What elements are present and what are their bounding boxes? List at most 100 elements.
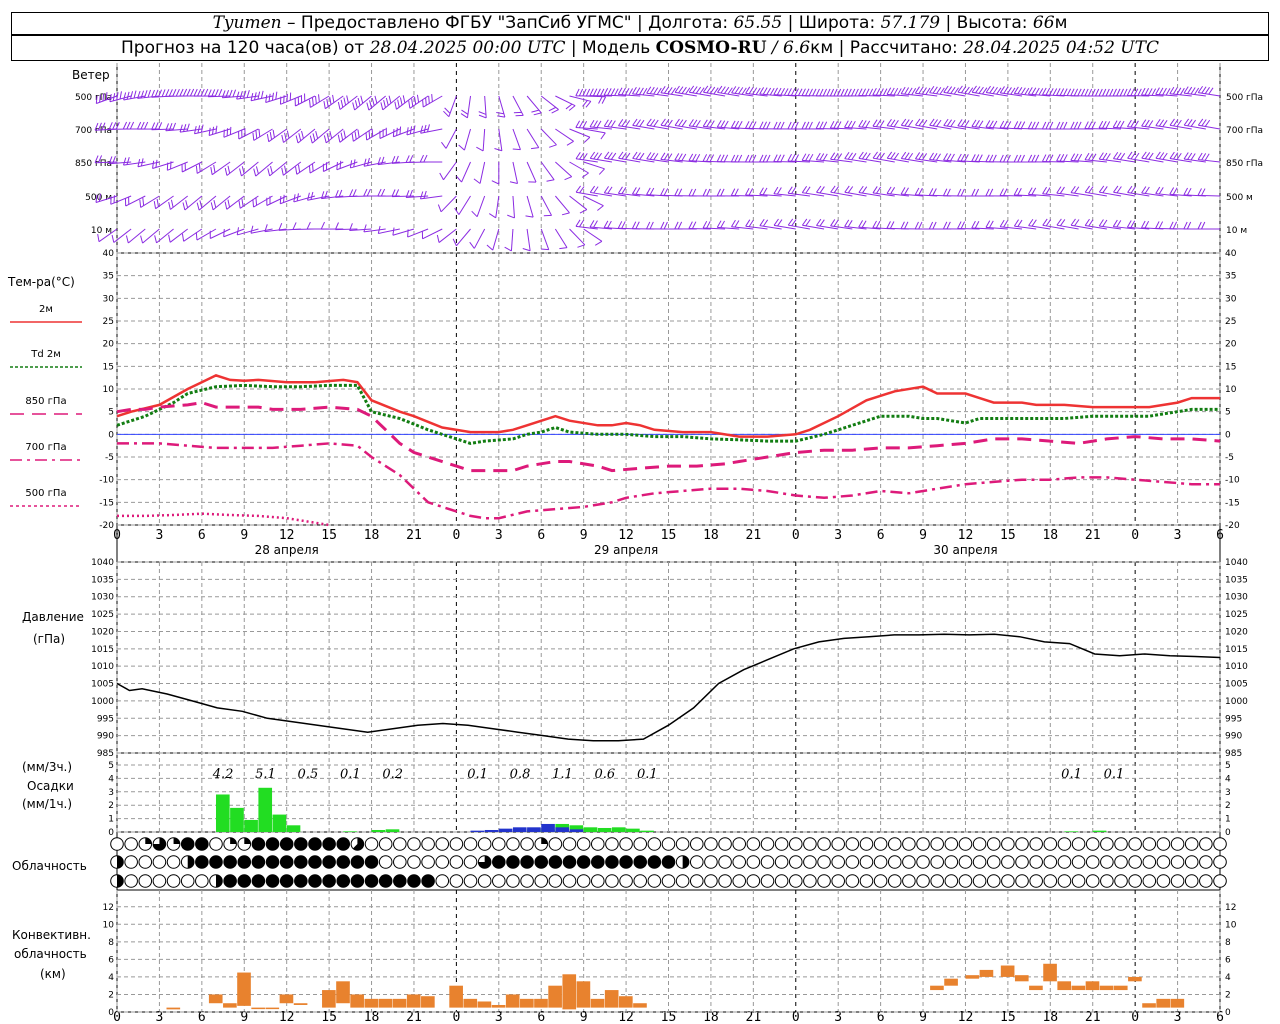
wind-barb [95,193,118,203]
cloud-symbol [803,837,817,851]
wind-barb [512,128,521,151]
wind-barb [688,153,711,163]
wind-barb [872,119,895,130]
wind-barb [929,85,952,97]
wind-barb-feather [1073,88,1079,96]
wind-barb-feather [978,120,984,128]
wind-barb-feather [819,153,825,161]
time-tick-label: 3 [1174,1010,1182,1024]
wind-barb [603,220,627,230]
wind-barb [915,118,938,130]
cloud-symbol [803,855,817,869]
wind-barb-feather [564,176,572,181]
wind-barb-feather [929,118,935,126]
conv-ytick-right: 10 [1225,920,1237,930]
convective-bar [421,996,435,1008]
wind-barb-feather [238,200,241,209]
wind-barb-feather [1190,87,1196,95]
wind-barb-feather [284,132,287,141]
wind-barb-feather [1059,186,1065,194]
wind-level-label-right: 700 гПа [1226,126,1263,136]
cloud-circle [958,874,973,888]
wind-barb-feather [734,120,740,129]
wind-barb [320,221,344,230]
cloud-circle [1071,837,1086,851]
wind-barb-feather [1197,85,1204,93]
wind-barb-shaft [476,195,486,217]
wind-barb-feather [840,88,845,97]
wind-barb [589,185,613,197]
wind-barb-feather [776,187,782,195]
wind-barb [928,188,952,197]
cloud-fill [230,837,237,844]
wind-barb [1098,219,1122,230]
wind-barb [1042,218,1065,230]
wind-barb-feather [1119,120,1125,129]
cloud-symbol [746,855,761,869]
cloud-fill [153,837,166,851]
wind-barb-feather [1052,88,1058,96]
wind-barb-feather [405,155,410,163]
cloud-symbol [774,874,789,888]
wind-barb-feather [293,194,296,203]
wind-level-label-right: 850 гПа [1226,159,1263,169]
precip-bar-rain [258,787,273,832]
cloud-symbol [562,855,577,869]
cloud-circle [675,874,690,888]
wind-barb-feather [603,220,609,228]
wind-barb-feather [614,88,619,96]
wind-barb-feather [943,118,949,126]
wind-barb-feather [155,159,158,168]
cloud-circle [322,837,336,851]
wind-barb-feather [295,166,298,175]
wind-barb-feather [943,153,948,161]
wind-barb-feather [946,221,951,230]
cloud-symbol [944,837,959,851]
cloud-symbol [746,837,761,851]
cloud-symbol [1199,855,1213,869]
wind-barb-feather [762,121,768,129]
wind-barb-feather [126,121,131,130]
wind-barb-feather [531,109,540,113]
precip-ytick-left: 0 [108,828,114,838]
wind-barb-shaft [210,228,231,239]
wind-barb-feather [95,194,98,203]
wind-barb-feather [653,87,659,95]
wind-barb-feather [320,191,325,199]
wind-barb-feather [140,158,144,167]
wind-barb-feather [978,86,984,94]
wind-barb-feather [649,119,656,127]
wind-barb-feather [830,219,836,227]
wind-barb-feather [392,227,395,236]
cloud-circle [534,855,549,869]
wind-barb-feather [165,89,170,97]
wind-barb-feather [928,221,934,230]
wind-barb-feather [496,112,504,115]
pressure-ytick-left: 1010 [91,662,114,672]
wind-barb-feather [307,192,310,201]
wind-barb [1070,88,1093,97]
wind-barb-feather [639,152,645,160]
wind-barb-feather [123,92,127,101]
cloud-circle [590,874,605,888]
wind-barb-feather [352,189,357,197]
temp-ytick-right: -10 [1225,476,1240,486]
wind-barb [1141,119,1164,130]
cloud-symbol [1128,855,1142,869]
wind-barb-feather [338,189,343,198]
cloud-circle [930,837,944,851]
wind-level-label-left: 500 м [85,193,112,203]
wind-barb-feather [1155,118,1161,126]
wind-barb [512,95,524,117]
wind-level-label-right: 500 гПа [1226,93,1263,103]
wind-barb-feather [1098,120,1104,129]
cloud-circle [124,874,138,888]
convective-bar [237,972,251,1006]
wind-barb-feather [1045,121,1050,130]
precip-ytick-right: 2 [1225,801,1231,811]
cloud-symbol [590,837,605,851]
wind-barb-feather [663,221,668,230]
wind-barb-feather [380,102,384,111]
temp-ytick-right: 35 [1225,272,1236,282]
cloud-circle [576,874,591,888]
